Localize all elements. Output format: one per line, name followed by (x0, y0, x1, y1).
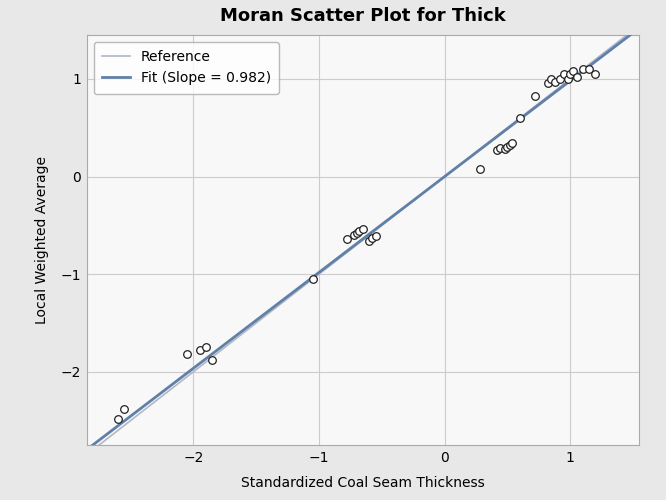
Point (515, 114, 525, 122)
Point (113, 414, 123, 422)
Title: Moran Scatter Plot for Thick: Moran Scatter Plot for Thick (220, 7, 506, 25)
Point (500, 145, 510, 153)
Point (358, 226, 368, 234)
Point (590, 70, 601, 78)
Point (474, 164, 485, 172)
X-axis label: Standardized Coal Seam Thickness: Standardized Coal Seam Thickness (241, 476, 485, 490)
Point (559, 70, 569, 78)
Point (502, 144, 513, 152)
Point (194, 346, 205, 354)
Point (550, 78, 561, 86)
Point (364, 237, 374, 245)
Point (577, 65, 588, 73)
Point (505, 142, 515, 150)
Point (584, 65, 595, 73)
Point (349, 231, 360, 239)
Point (207, 356, 218, 364)
Point (200, 344, 211, 351)
Point (542, 79, 553, 87)
Point (562, 75, 573, 83)
Point (507, 140, 517, 147)
Point (352, 229, 362, 237)
Point (567, 67, 578, 75)
Point (366, 234, 377, 242)
Point (555, 75, 565, 83)
Point (492, 146, 503, 154)
Point (529, 92, 540, 100)
Point (119, 405, 130, 413)
Point (546, 75, 557, 83)
Point (370, 232, 381, 240)
Point (308, 275, 318, 283)
Legend: Reference, Fit (Slope = 0.982): Reference, Fit (Slope = 0.982) (93, 42, 279, 94)
Point (565, 70, 575, 78)
Point (182, 350, 192, 358)
Point (341, 235, 352, 243)
Y-axis label: Local Weighted Average: Local Weighted Average (35, 156, 49, 324)
Point (495, 144, 505, 152)
Point (571, 73, 582, 81)
Point (354, 227, 364, 235)
